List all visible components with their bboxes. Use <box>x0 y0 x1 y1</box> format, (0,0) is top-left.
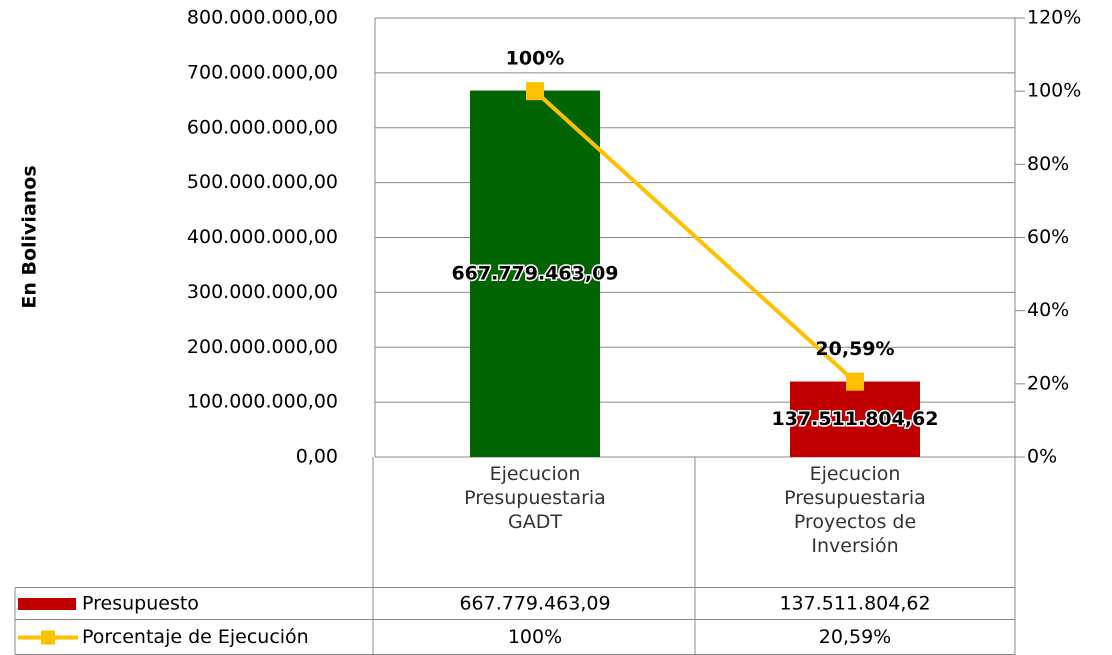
y-tick-label: 700.000.000,00 <box>187 61 338 83</box>
table-cell: 20,59% <box>819 626 891 648</box>
legend-key <box>41 630 55 645</box>
y2-tick-label: 60% <box>1027 226 1069 248</box>
y-tick-label: 200.000.000,00 <box>187 336 338 358</box>
bar <box>470 90 600 457</box>
line-value-label: 20,59% <box>815 338 894 360</box>
y2-tick-label: 100% <box>1027 80 1081 102</box>
bar-value-label: 137.511.804,62 <box>771 408 938 430</box>
y-tick-label: 300.000.000,00 <box>187 281 338 303</box>
y2-tick-label: 120% <box>1027 7 1081 29</box>
legend-label: Porcentaje de Ejecución <box>82 626 309 648</box>
legend-key <box>18 598 76 610</box>
table-cell: 667.779.463,09 <box>459 593 610 615</box>
y-tick-label: 800.000.000,00 <box>187 7 338 29</box>
line-marker <box>526 82 544 101</box>
x-tick-label: Ejecucion Presupuestaria Proyectos de In… <box>784 463 926 557</box>
x-tick-label: Ejecucion Presupuestaria GADT <box>464 463 606 533</box>
bar-value-label: 667.779.463,09 <box>451 262 618 284</box>
y-tick-label: 600.000.000,00 <box>187 116 338 138</box>
y2-tick-label: 20% <box>1027 372 1069 394</box>
line <box>533 89 857 384</box>
y-tick-label: 100.000.000,00 <box>187 391 338 413</box>
y-tick-label: 0,00 <box>296 446 338 468</box>
y-tick-label: 500.000.000,00 <box>187 171 338 193</box>
legend-label: Presupuesto <box>82 593 199 615</box>
y-axis-label: En Bolivianos <box>19 165 41 308</box>
y-tick-label: 400.000.000,00 <box>187 226 338 248</box>
y2-tick-label: 40% <box>1027 299 1069 321</box>
y2-tick-label: 0% <box>1027 446 1057 468</box>
line-marker <box>846 372 864 391</box>
table-cell: 100% <box>508 626 562 648</box>
line-value-label: 100% <box>506 48 565 70</box>
table-cell: 137.511.804,62 <box>779 593 930 615</box>
y2-tick-label: 80% <box>1027 153 1069 175</box>
bar <box>790 381 920 457</box>
